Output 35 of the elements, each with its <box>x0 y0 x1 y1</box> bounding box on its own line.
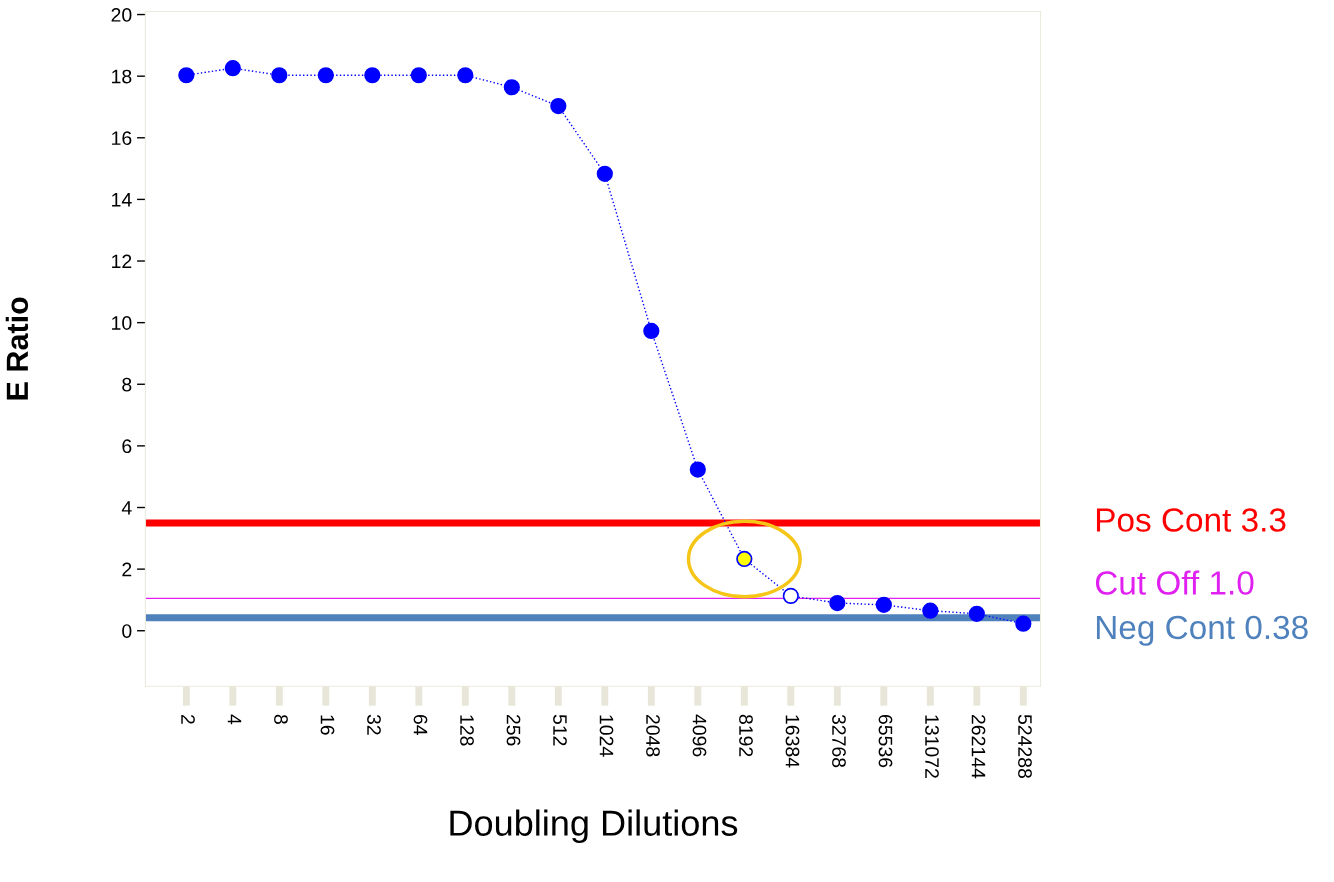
x-tick-label: 131072 <box>925 715 939 778</box>
x-tick-label: 32768 <box>832 714 846 768</box>
x-tick-label: 1024 <box>599 715 614 757</box>
y-tick-label: 12 <box>112 254 132 269</box>
x-tick-label: 32 <box>367 714 381 735</box>
x-tick-label: 65536 <box>878 714 893 768</box>
ref-line-label: Neg Cont 0.38 <box>1096 615 1308 646</box>
x-tick-label: 2048 <box>646 714 660 757</box>
x-tick-label: 128 <box>460 715 474 746</box>
y-tick-label: 0 <box>122 624 132 638</box>
y-tick-label: 6 <box>122 439 132 454</box>
x-tick-label: 524288 <box>1018 714 1032 779</box>
x-tick-label: 4 <box>227 714 242 725</box>
y-tick-label: 8 <box>122 377 132 392</box>
x-tick-label: 16 <box>320 715 335 735</box>
x-tick-label: 64 <box>413 714 428 736</box>
x-tick-label: 8192 <box>739 714 753 757</box>
ref-line-label: Pos Cont 3.3 <box>1096 508 1286 532</box>
x-axis-title: Doubling Dilutions <box>450 809 738 844</box>
x-tick-label: 256 <box>506 714 521 746</box>
y-tick-label: 10 <box>112 316 132 330</box>
x-tick-label: 8 <box>274 714 288 724</box>
y-tick-label: 4 <box>121 501 132 515</box>
x-tick-label: 4096 <box>692 714 707 757</box>
x-tick-label: 262144 <box>971 714 986 779</box>
y-tick-label: 20 <box>111 8 132 22</box>
x-tick-label: 16384 <box>785 715 800 768</box>
y-tick-label: 16 <box>112 131 132 146</box>
y-tick-label: 14 <box>112 193 132 207</box>
y-tick-label: 2 <box>122 562 132 577</box>
x-tick-label: 512 <box>553 714 567 746</box>
y-tick-label: 18 <box>112 69 132 84</box>
x-tick-label: 2 <box>181 714 195 724</box>
ref-line-label: Cut Off 1.0 <box>1095 570 1254 595</box>
y-axis-title: E Ratio <box>5 297 29 400</box>
